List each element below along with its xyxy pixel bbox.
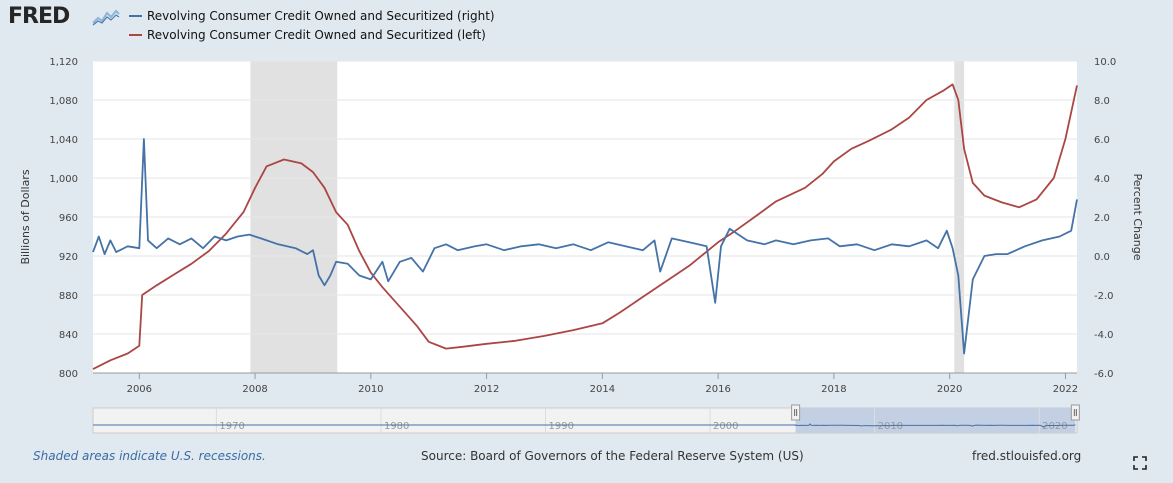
y-left-tick-label: 800 (59, 369, 78, 380)
chart-footer: Shaded areas indicate U.S. recessions. S… (0, 443, 1173, 473)
series-line-right (92, 138, 1078, 355)
y-right-tick-label: 10.0 (1094, 57, 1116, 68)
x-tick-label: 2016 (705, 384, 730, 395)
legend-swatch (129, 34, 142, 36)
y-left-tick-label: 960 (59, 213, 78, 224)
x-tick-label: 2008 (242, 384, 267, 395)
x-tick-label: 2006 (127, 384, 152, 395)
chart-header: FRED Revolving Consumer Credit Owned and… (0, 0, 1173, 46)
y-right-tick-label: -6.0 (1094, 369, 1114, 380)
legend-label: Revolving Consumer Credit Owned and Secu… (147, 9, 495, 23)
navigator-selection (795, 408, 1076, 433)
y-left-tick-label: 1,000 (49, 174, 78, 185)
legend-item-left[interactable]: Revolving Consumer Credit Owned and Secu… (129, 28, 486, 42)
fred-sparkline-icon (92, 8, 120, 26)
navigator-series (93, 423, 1076, 428)
y-right-tick-label: -4.0 (1094, 330, 1114, 341)
legend-item-right[interactable]: Revolving Consumer Credit Owned and Secu… (129, 9, 495, 23)
x-tick-label: 2022 (1053, 384, 1078, 395)
x-tick-label: 2014 (590, 384, 615, 395)
navigator-handle[interactable] (1070, 404, 1080, 421)
y-left-tick-label: 880 (59, 291, 78, 302)
x-tick-label: 2010 (358, 384, 383, 395)
y-left-tick-label: 840 (59, 330, 78, 341)
navigator-handle-box (1070, 404, 1080, 421)
y-right-tick-label: 0.0 (1094, 252, 1110, 263)
source-note: Source: Board of Governors of the Federa… (421, 449, 804, 463)
y-right-tick-label: 2.0 (1094, 213, 1110, 224)
y-right-tick-label: 4.0 (1094, 174, 1110, 185)
x-tick-label: 2018 (821, 384, 846, 395)
x-tick-label: 2020 (937, 384, 962, 395)
line-chart[interactable]: 800 840 880 920 960 1,000 1,040 1,080 1,120 -6.0 -… (0, 46, 1173, 443)
y-right-tick-label: 8.0 (1094, 96, 1110, 107)
site-link[interactable]: fred.stlouisfed.org (972, 449, 1082, 463)
fred-logo[interactable]: FRED (8, 4, 70, 29)
y-right-tick-label: 6.0 (1094, 135, 1110, 146)
y-right-tick-label: -2.0 (1094, 291, 1114, 302)
y-left-tick-label: 1,040 (49, 135, 78, 146)
x-tick-label: 2012 (474, 384, 499, 395)
navigator-handle[interactable] (791, 404, 801, 421)
navigator-label: 2000 (713, 421, 738, 432)
y-left-tick-label: 1,120 (49, 57, 78, 68)
y-left-axis-title: Billions of Dollars (19, 169, 32, 264)
navigator-handle-box (791, 404, 801, 421)
fullscreen-icon[interactable] (1133, 456, 1147, 470)
y-right-axis-title: Percent Change (1131, 173, 1144, 260)
navigator-label: 1980 (384, 421, 409, 432)
legend-label: Revolving Consumer Credit Owned and Secu… (147, 28, 486, 42)
recession-note: Shaded areas indicate U.S. recessions. (33, 449, 266, 463)
navigator-label: 1990 (549, 421, 574, 432)
navigator-label: 2020 (1042, 421, 1067, 432)
navigator-label: 2010 (878, 421, 903, 432)
series-line-left (92, 83, 1078, 370)
navigator-label: 1970 (219, 421, 244, 432)
y-left-tick-label: 920 (59, 252, 78, 263)
legend-swatch (129, 15, 142, 17)
y-left-tick-label: 1,080 (49, 96, 78, 107)
